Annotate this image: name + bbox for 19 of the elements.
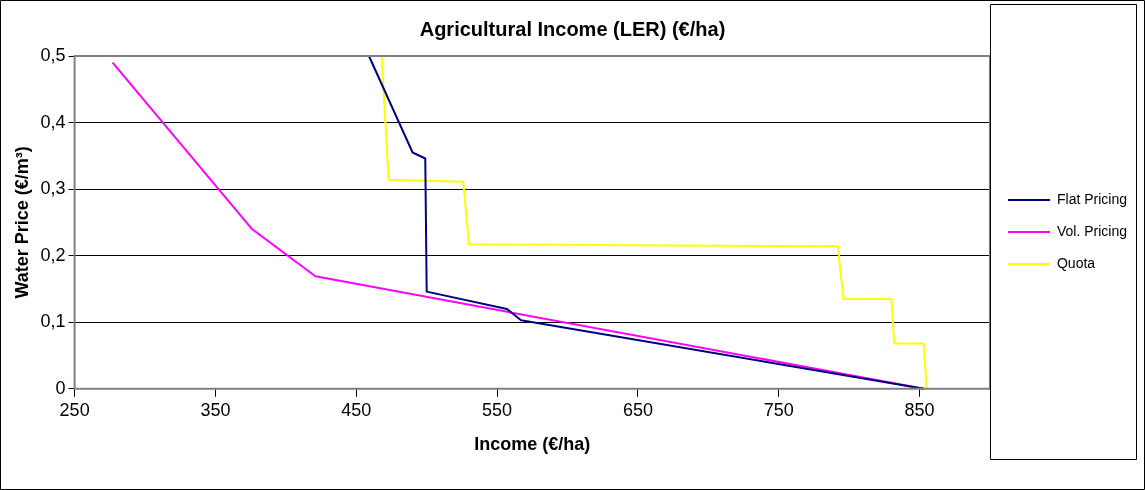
x-tick-label: 250 <box>59 399 90 420</box>
y-tick-label: 0,1 <box>40 311 66 332</box>
y-tick-label: 0 <box>55 377 66 398</box>
y-tick-label: 0,5 <box>40 44 66 65</box>
x-tick-label: 850 <box>904 399 935 420</box>
x-tick-label: 450 <box>341 399 372 420</box>
legend-label: Flat Pricing <box>1056 190 1127 207</box>
y-tick-label: 0,3 <box>40 178 66 199</box>
x-tick-label: 650 <box>622 399 653 420</box>
x-axis-title: Income (€/ha) <box>474 434 591 455</box>
y-tick-label: 0,4 <box>40 111 66 132</box>
y-tick-label: 0,2 <box>40 244 66 265</box>
legend-label: Quota <box>1056 254 1096 271</box>
chart-title: Agricultural Income (LER) (€/ha) <box>419 17 726 40</box>
x-tick-label: 750 <box>763 399 794 420</box>
x-tick-label: 550 <box>482 399 513 420</box>
legend-label: Vol. Pricing <box>1056 222 1128 239</box>
x-tick-label: 350 <box>200 399 231 420</box>
y-axis-title: Water Price (€/m³) <box>11 146 32 299</box>
